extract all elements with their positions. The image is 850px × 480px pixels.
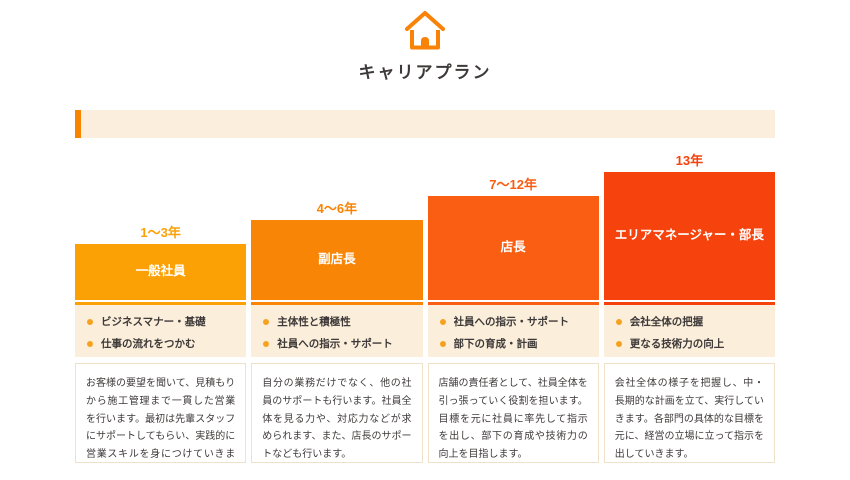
bullet-dot-icon [87, 340, 93, 347]
step-description: 自分の業務だけでなく、他の社員のサポートも行います。社員全体を見る力や、対応力な… [251, 363, 423, 463]
skill-label: ビジネスマナー・基礎 [101, 316, 206, 328]
bullet-dot-icon [263, 340, 270, 347]
skill-label: 仕事の流れをつかむ [101, 338, 196, 350]
home-icon [405, 11, 445, 50]
step-years: 1〜3年 [140, 225, 181, 240]
step-skills-box: 主体性と積極性 社員への指示・サポート [251, 302, 423, 357]
bullet-dot-icon [439, 318, 446, 325]
career-steps: 1〜3年 一般社員 ビジネスマナー・基礎 仕事の流れをつかむ お客様の要望を聞い… [75, 150, 775, 463]
skill-item: 部下の育成・計画 [439, 336, 587, 351]
step-role-block: 副店長 [251, 220, 423, 300]
step-description: お客様の要望を聞いて、見積もりから施工管理まで一貫した営業を行います。最初は先輩… [75, 363, 247, 463]
skill-item: 更なる技術力の向上 [615, 336, 763, 351]
skill-label: 更なる技術力の向上 [629, 338, 725, 350]
career-step-2: 4〜6年 副店長 主体性と積極性 社員への指示・サポート 自分の業務だけでなく、… [251, 150, 423, 463]
skill-item: 社員への指示・サポート [439, 314, 587, 329]
skill-item: 会社全体の把握 [615, 314, 763, 329]
step-role-block: 一般社員 [75, 244, 247, 300]
bullet-dot-icon [263, 318, 270, 325]
skill-item: 社員への指示・サポート [263, 336, 410, 351]
step-description: 会社全体の様子を把握し、中・長期的な計画を立て、実行していきます。各部門の具体的… [603, 363, 775, 463]
step-years: 7〜12年 [489, 177, 537, 192]
career-step-1: 1〜3年 一般社員 ビジネスマナー・基礎 仕事の流れをつかむ お客様の要望を聞い… [75, 150, 247, 463]
skill-item: ビジネスマナー・基礎 [87, 314, 234, 329]
bullet-dot-icon [87, 318, 93, 325]
career-step-3: 7〜12年 店長 社員への指示・サポート 部下の育成・計画 店舗の責任者として、… [427, 150, 599, 463]
career-step-4: 13年 エリアマネージャー・部長 会社全体の把握 更なる技術力の向上 会社全体の… [603, 150, 775, 463]
skill-item: 主体性と積極性 [263, 314, 410, 329]
step-years: 13年 [675, 153, 704, 168]
skill-item: 仕事の流れをつかむ [87, 336, 234, 351]
skill-label: 会社全体の把握 [629, 316, 704, 328]
step-description: 店舗の責任者として、社員全体を引っ張っていく役割を担います。目標を元に社員に率先… [427, 363, 599, 463]
step-years: 4〜6年 [316, 201, 358, 216]
step-role-block: エリアマネージャー・部長 [603, 172, 775, 300]
step-skills-box: 会社全体の把握 更なる技術力の向上 [603, 302, 775, 357]
page-header: キャリアプラン [0, 8, 850, 83]
skill-label: 社員への指示・サポート [453, 316, 570, 328]
section-header-bar [75, 110, 775, 138]
skill-label: 社員への指示・サポート [277, 338, 393, 350]
bullet-dot-icon [439, 340, 446, 347]
step-skills-box: ビジネスマナー・基礎 仕事の流れをつかむ [75, 302, 247, 357]
bullet-dot-icon [615, 318, 622, 325]
step-skills-box: 社員への指示・サポート 部下の育成・計画 [427, 302, 599, 357]
bullet-dot-icon [615, 340, 622, 347]
skill-label: 主体性と積極性 [277, 316, 351, 328]
step-role-block: 店長 [427, 196, 599, 300]
skill-label: 部下の育成・計画 [453, 338, 538, 350]
page-title: キャリアプラン [358, 63, 492, 82]
